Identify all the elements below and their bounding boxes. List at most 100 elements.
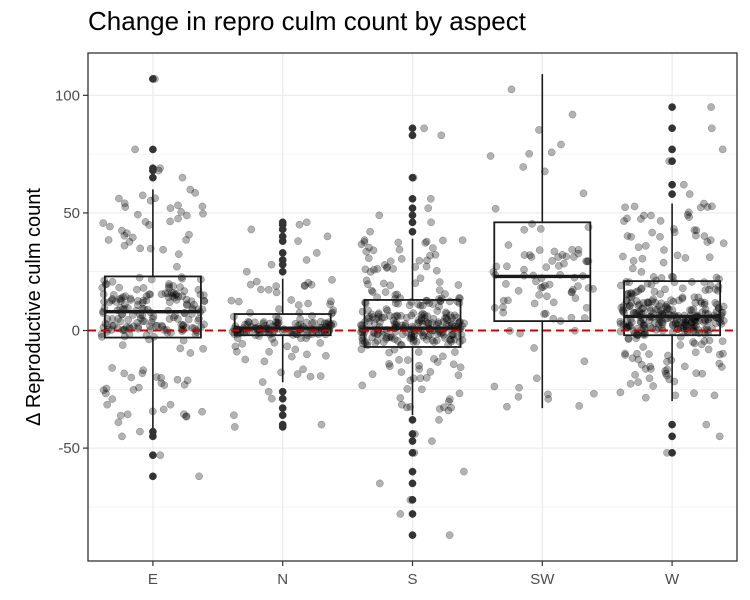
data-point <box>681 318 690 327</box>
data-point <box>638 304 647 313</box>
data-point <box>364 254 373 263</box>
outlier-point <box>149 173 157 182</box>
data-point <box>574 282 582 290</box>
data-point <box>260 357 269 366</box>
data-point <box>678 293 687 302</box>
data-point <box>146 290 155 299</box>
data-point <box>696 297 705 306</box>
data-point <box>171 291 180 299</box>
data-point <box>545 280 554 289</box>
data-point <box>182 211 191 220</box>
data-point <box>535 291 543 299</box>
data-point <box>186 349 195 357</box>
data-point <box>427 319 436 327</box>
data-point <box>423 256 431 265</box>
data-point <box>503 262 511 271</box>
data-point <box>649 295 658 303</box>
data-point <box>365 313 374 321</box>
data-point <box>373 336 382 345</box>
data-point <box>258 378 267 386</box>
data-point <box>442 314 451 322</box>
y-tick-label: 100 <box>55 87 80 104</box>
data-point <box>567 288 576 297</box>
data-point <box>663 365 672 374</box>
data-point <box>385 359 393 368</box>
data-point <box>386 257 395 266</box>
data-point <box>639 321 648 330</box>
data-point <box>164 293 173 302</box>
data-point <box>670 228 679 237</box>
data-point <box>231 342 240 351</box>
data-point <box>364 314 373 323</box>
data-point <box>514 392 523 401</box>
data-point <box>692 226 701 235</box>
data-point <box>148 314 157 323</box>
data-point <box>437 131 446 140</box>
data-point <box>634 301 643 310</box>
outlier-point <box>668 448 676 457</box>
data-point <box>121 300 129 308</box>
data-point <box>116 317 125 326</box>
data-point <box>707 124 716 133</box>
box-iqr <box>493 221 592 323</box>
data-point <box>199 344 207 353</box>
data-point <box>644 298 653 307</box>
data-point <box>168 291 177 300</box>
outlier-point <box>278 394 287 403</box>
data-point <box>138 369 147 378</box>
data-point <box>527 253 536 261</box>
data-point <box>368 370 377 379</box>
data-point <box>366 268 375 276</box>
data-point <box>663 305 671 313</box>
data-point <box>397 311 405 320</box>
data-point <box>676 341 685 349</box>
data-point <box>378 331 387 339</box>
data-point <box>562 252 571 261</box>
data-point <box>274 318 283 327</box>
data-point <box>435 405 444 413</box>
data-point <box>133 210 142 219</box>
data-point <box>136 314 145 323</box>
data-point <box>654 320 663 328</box>
data-point <box>690 389 698 398</box>
data-point <box>661 367 670 375</box>
outlier-point <box>149 145 157 154</box>
data-point <box>708 202 716 211</box>
data-point <box>445 297 454 306</box>
box-iqr <box>363 299 462 348</box>
data-point <box>302 318 311 327</box>
data-point <box>711 298 720 307</box>
data-point <box>267 394 276 403</box>
data-point <box>198 202 207 211</box>
outlier-point <box>408 173 417 182</box>
data-point <box>689 338 697 346</box>
data-point <box>186 185 195 194</box>
data-point <box>412 337 421 346</box>
data-point <box>152 321 160 330</box>
data-point <box>120 241 129 250</box>
data-point <box>574 246 583 254</box>
data-point <box>448 330 457 339</box>
data-point <box>375 211 384 220</box>
data-point <box>174 315 182 323</box>
data-point <box>525 149 534 158</box>
outlier-point <box>408 510 417 518</box>
data-point <box>623 214 631 223</box>
data-point <box>718 337 727 346</box>
data-point <box>655 302 664 310</box>
outlier-point <box>408 218 417 227</box>
data-point <box>368 333 377 342</box>
data-point <box>369 246 378 255</box>
data-point <box>637 268 646 276</box>
data-point <box>139 284 148 292</box>
data-point <box>159 245 167 254</box>
data-point <box>178 173 187 182</box>
data-point <box>669 273 677 281</box>
data-point <box>679 180 688 189</box>
data-point <box>409 338 418 346</box>
data-point <box>651 319 659 327</box>
data-point <box>653 305 662 314</box>
data-point <box>699 318 708 326</box>
data-point <box>681 320 689 329</box>
data-point <box>422 237 431 246</box>
